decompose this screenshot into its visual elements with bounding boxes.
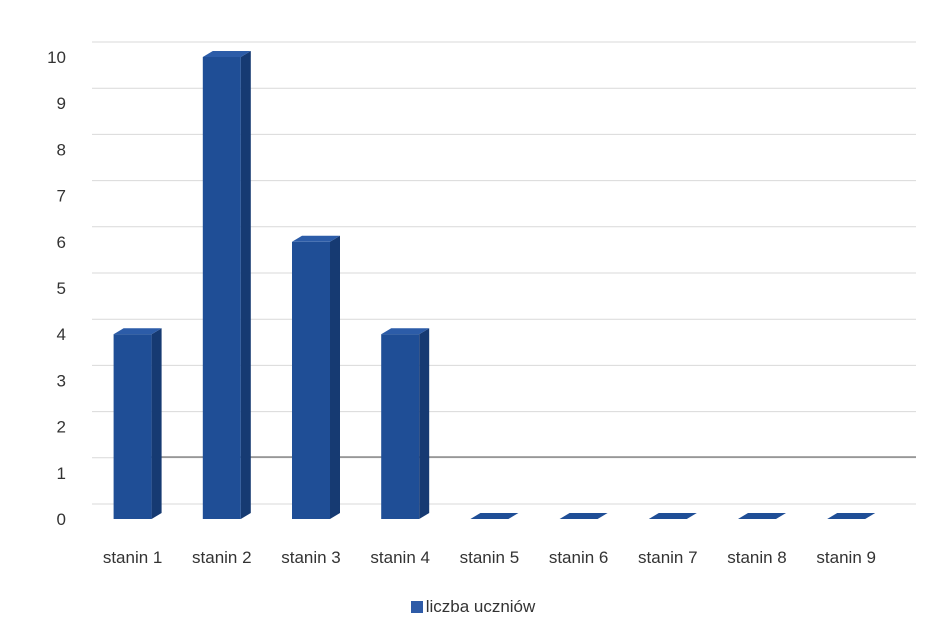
legend-label: liczba uczniów (425, 597, 536, 616)
x-tick-label: stanin 6 (549, 548, 609, 567)
bar-top (292, 235, 340, 242)
y-tick-label: 2 (57, 418, 66, 437)
x-tick-label: stanin 7 (638, 548, 698, 567)
bar-front (381, 334, 420, 519)
bar-side (330, 235, 340, 520)
bar (113, 328, 162, 519)
bar-front (202, 57, 241, 519)
bar (648, 513, 697, 519)
bar-side (151, 328, 162, 519)
bar-side (419, 328, 430, 519)
y-tick-label: 8 (57, 140, 66, 159)
bar-front (292, 241, 330, 520)
x-tick-label: stanin 3 (281, 548, 341, 567)
bars (113, 51, 876, 520)
bar-top (202, 51, 251, 57)
bar (738, 513, 786, 519)
y-tick-label: 5 (57, 279, 66, 298)
x-tick-label: stanin 9 (816, 548, 876, 567)
y-tick-label: 10 (47, 48, 66, 67)
bar-front (113, 334, 152, 519)
x-tick-label: stanin 2 (192, 548, 252, 567)
x-axis-ticks: stanin 1 stanin 2 stanin 3 stanin 4 stanin 5… (103, 548, 876, 567)
bar (381, 328, 430, 519)
bar-top (470, 513, 519, 519)
y-axis-ticks: 0 1 2 3 4 5 6 7 8 9 10 (47, 48, 66, 529)
y-tick-label: 9 (57, 94, 66, 113)
x-tick-label: stanin 8 (727, 548, 787, 567)
y-tick-label: 7 (57, 187, 66, 206)
y-tick-label: 4 (57, 325, 66, 344)
legend-swatch (410, 601, 423, 613)
bar-side (240, 51, 251, 519)
x-tick-label: stanin 1 (103, 548, 163, 567)
y-tick-label: 1 (57, 464, 66, 483)
legend: liczba uczniów (0, 597, 946, 617)
bar (202, 51, 251, 519)
bar (559, 513, 608, 519)
x-tick-label: stanin 5 (460, 548, 520, 567)
bar-top (381, 328, 430, 335)
bar-top (827, 513, 876, 519)
y-tick-label: 0 (57, 510, 66, 529)
bar-top (559, 513, 608, 519)
y-tick-label: 6 (57, 233, 66, 252)
bar-top (648, 513, 697, 519)
x-tick-label: stanin 4 (370, 548, 430, 567)
bar-top (738, 513, 786, 519)
bar (470, 513, 519, 519)
bar-top (113, 328, 162, 335)
bar (827, 513, 876, 519)
y-tick-label: 3 (57, 371, 66, 390)
bar (292, 235, 340, 520)
